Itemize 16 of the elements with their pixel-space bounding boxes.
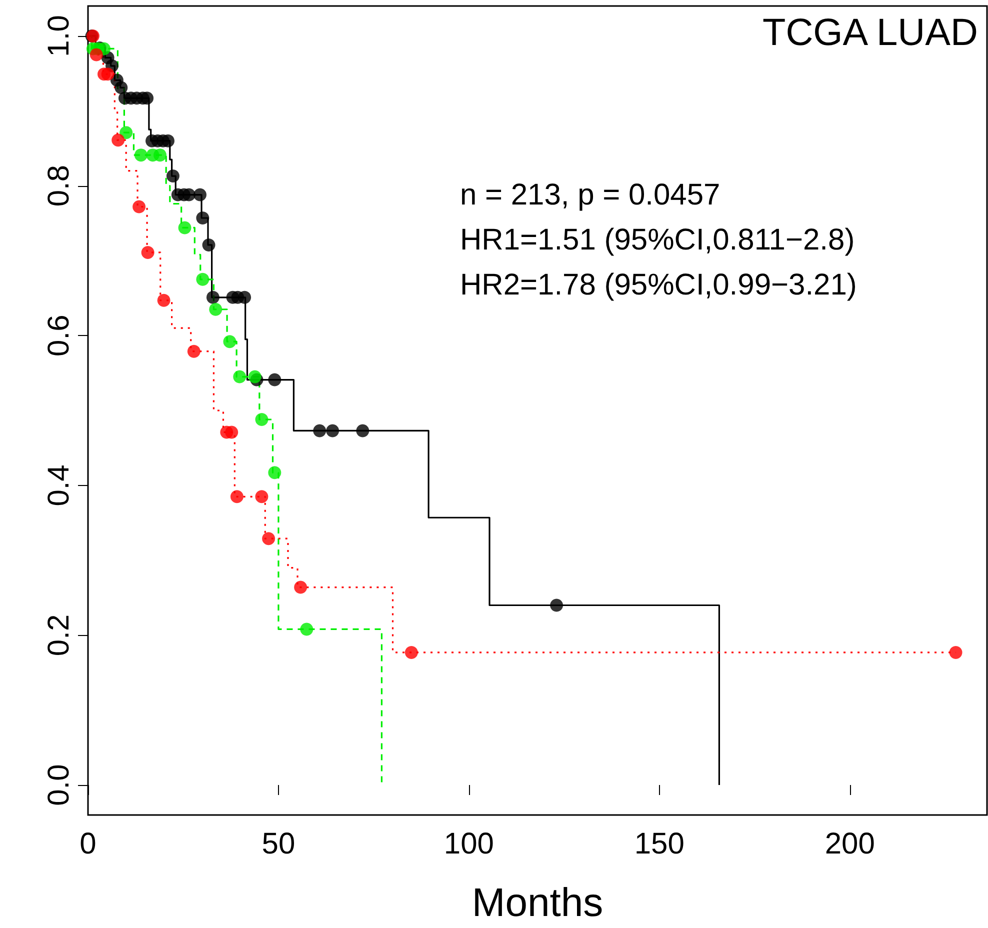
x-axis-title: Months bbox=[472, 881, 604, 925]
annotation: HR2=1.78 (95%CI,0.99−3.21) bbox=[460, 268, 857, 302]
y-tick-label: 0.4 bbox=[42, 464, 76, 506]
y-tick-label: 0.2 bbox=[42, 614, 76, 656]
y-tick-label: 0.8 bbox=[42, 164, 76, 207]
annotation: TCGA LUAD bbox=[762, 12, 978, 54]
x-tick-label: 150 bbox=[634, 828, 684, 860]
annotation: n = 213, p = 0.0457 bbox=[460, 178, 720, 212]
y-tick-label: 0.6 bbox=[42, 314, 76, 356]
y-tick-label: 1.0 bbox=[42, 15, 76, 57]
x-tick-label: 50 bbox=[262, 828, 296, 860]
x-tick-label: 0 bbox=[80, 828, 96, 860]
x-tick-label: 200 bbox=[824, 828, 875, 860]
annotation: HR1=1.51 (95%CI,0.811−2.8) bbox=[460, 224, 855, 256]
y-tick-label: 0.0 bbox=[42, 764, 76, 806]
x-tick-label: 100 bbox=[444, 828, 494, 860]
